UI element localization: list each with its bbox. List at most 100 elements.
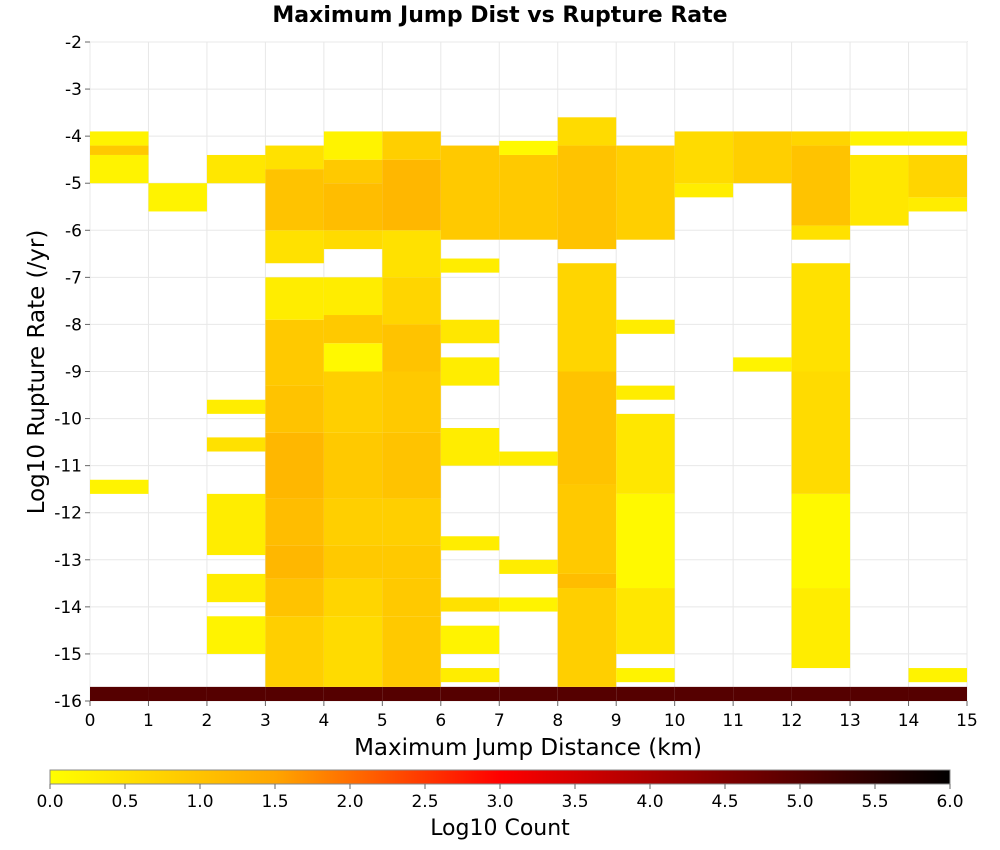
x-tick-label-4: 4 <box>318 711 329 731</box>
heatmap-cell-2-5 <box>206 399 266 414</box>
heatmap-cell-7-5 <box>499 140 558 155</box>
heatmap-cell-11-1 <box>733 357 792 372</box>
x-tick-label-5: 5 <box>377 711 388 731</box>
heatmap-cell-12-0 <box>791 686 851 701</box>
heatmap-cell-5-6 <box>382 371 441 433</box>
chart-title: Maximum Jump Dist vs Rupture Rate <box>272 3 727 28</box>
heatmap-cell-0-1 <box>90 479 149 494</box>
heatmap-cell-2-4 <box>206 437 266 452</box>
x-axis-label: Maximum Jump Distance (km) <box>354 735 702 761</box>
colorbar-tick-label-6: 3.0 <box>486 792 513 812</box>
heatmap-cell-8-0 <box>557 686 617 701</box>
heatmap-cell-5-4 <box>382 498 441 546</box>
heatmap-cell-6-9 <box>440 145 500 240</box>
colorbar-tick-label-3: 1.5 <box>261 792 288 812</box>
heatmap-cell-7-3 <box>499 451 558 466</box>
heatmap-cell-14-2 <box>908 197 967 212</box>
heatmap-cell-8-3 <box>557 484 617 574</box>
heatmap-cell-6-4 <box>440 536 500 551</box>
heatmap-cell-4-9 <box>323 277 383 316</box>
y-tick-label-14: -16 <box>54 692 82 712</box>
colorbar-label: Log10 Count <box>430 816 570 841</box>
x-tick-label-2: 2 <box>202 711 213 731</box>
heatmap-cell-12-6 <box>791 145 851 226</box>
heatmap-cell-12-4 <box>791 263 851 372</box>
y-tick-label-6: -8 <box>65 315 82 335</box>
x-tick-label-1: 1 <box>143 711 154 731</box>
colorbar-tick-label-2: 1.0 <box>186 792 213 812</box>
y-tick-label-1: -3 <box>65 80 82 100</box>
colorbar-tick-label-5: 2.5 <box>411 792 438 812</box>
heatmap-cell-2-1 <box>206 616 266 654</box>
heatmap-cell-4-8 <box>323 315 383 344</box>
heatmap-cell-4-5 <box>323 432 383 499</box>
heatmap-cell-4-12 <box>323 159 383 184</box>
heatmap-cell-1-0 <box>148 686 207 701</box>
x-axis-ticks: 0 1 2 3 4 5 6 7 8 9 10 11 12 13 14 15 <box>85 701 978 731</box>
heatmap-cell-12-7 <box>791 131 851 146</box>
colorbar-tick-label-1: 0.5 <box>111 792 138 812</box>
heatmap-cell-12-1 <box>791 588 851 669</box>
colorbar-tick-label-10: 5.0 <box>786 792 813 812</box>
x-tick-label-12: 12 <box>781 711 803 731</box>
colorbar-tick-label-4: 2.0 <box>336 792 363 812</box>
colorbar-tick-label-12: 6.0 <box>936 792 963 812</box>
heatmap-cell-4-3 <box>323 545 383 579</box>
x-tick-label-6: 6 <box>435 711 446 731</box>
y-tick-label-10: -12 <box>54 504 82 524</box>
heatmap-cell-6-8 <box>440 258 500 273</box>
heatmap-cell-10-0 <box>674 686 734 701</box>
heatmap-cell-4-4 <box>323 498 383 546</box>
heatmap-cell-4-6 <box>323 371 383 433</box>
heatmap-cell-2-6 <box>206 154 266 184</box>
y-tick-label-7: -9 <box>65 363 82 383</box>
y-tick-label-8: -10 <box>54 410 82 430</box>
heatmap-cell-6-6 <box>440 357 500 386</box>
x-tick-label-13: 13 <box>839 711 861 731</box>
x-tick-label-7: 7 <box>494 711 505 731</box>
y-tick-label-2: -4 <box>65 127 82 147</box>
heatmap-cell-8-6 <box>557 145 617 250</box>
heatmap-cell-2-2 <box>206 573 266 603</box>
heatmap-cell-3-1 <box>265 616 324 687</box>
heatmap-cell-8-1 <box>557 588 617 687</box>
colorbar-ticks: 0.0 0.5 1.0 1.5 2.0 2.5 3.0 3.5 4.0 4.5 5.0 5.5 6.0 <box>36 784 964 812</box>
heatmap-cell-4-1 <box>323 616 383 687</box>
y-tick-label-12: -14 <box>54 598 82 618</box>
x-tick-label-9: 9 <box>611 711 622 731</box>
heatmap-cell-7-2 <box>499 559 558 574</box>
heatmap-cell-2-0 <box>206 686 266 701</box>
y-tick-label-3: -5 <box>65 174 82 194</box>
y-axis-ticks: -2 -3 -4 -5 -6 -7 -8 -9 -10 -11 -12 -13 -14 -15 -16 <box>54 33 90 712</box>
heatmap-cell-4-7 <box>323 343 383 372</box>
heatmap-cell-14-0 <box>908 686 967 701</box>
heatmap-cell-8-4 <box>557 371 617 485</box>
heatmap-cell-6-5 <box>440 427 500 466</box>
heatmap-cell-5-9 <box>382 230 441 278</box>
heatmap-cell-9-3 <box>616 493 675 589</box>
heatmap-cell-4-11 <box>323 183 383 231</box>
heatmap-cell-8-2 <box>557 573 617 589</box>
heatmap-cell-9-4 <box>616 413 675 494</box>
heatmap-cell-9-0 <box>616 686 675 701</box>
heatmap-cell-8-7 <box>557 117 617 146</box>
heatmap-cell-3-5 <box>265 432 324 499</box>
y-tick-label-4: -6 <box>65 221 82 241</box>
colorbar-tick-label-0: 0.0 <box>36 792 63 812</box>
y-tick-label-5: -7 <box>65 268 82 288</box>
x-tick-label-15: 15 <box>956 711 978 731</box>
heatmap-cell-9-1 <box>616 668 675 683</box>
heatmap-cell-5-3 <box>382 545 441 579</box>
heatmap-cell-6-0 <box>440 686 500 701</box>
y-tick-label-13: -15 <box>54 645 82 665</box>
heatmap-cell-7-0 <box>499 686 558 701</box>
colorbar-tick-label-9: 4.5 <box>711 792 738 812</box>
colorbar-tick-label-7: 3.5 <box>561 792 588 812</box>
heatmap-cell-1-1 <box>148 183 207 212</box>
x-tick-label-11: 11 <box>722 711 744 731</box>
heatmap-cell-0-3 <box>90 145 149 155</box>
heatmap-cell-9-2 <box>616 588 675 654</box>
heatmap-cell-4-10 <box>323 230 383 250</box>
colorbar-tick-label-11: 5.5 <box>861 792 888 812</box>
heatmap-cell-4-0 <box>323 686 383 701</box>
